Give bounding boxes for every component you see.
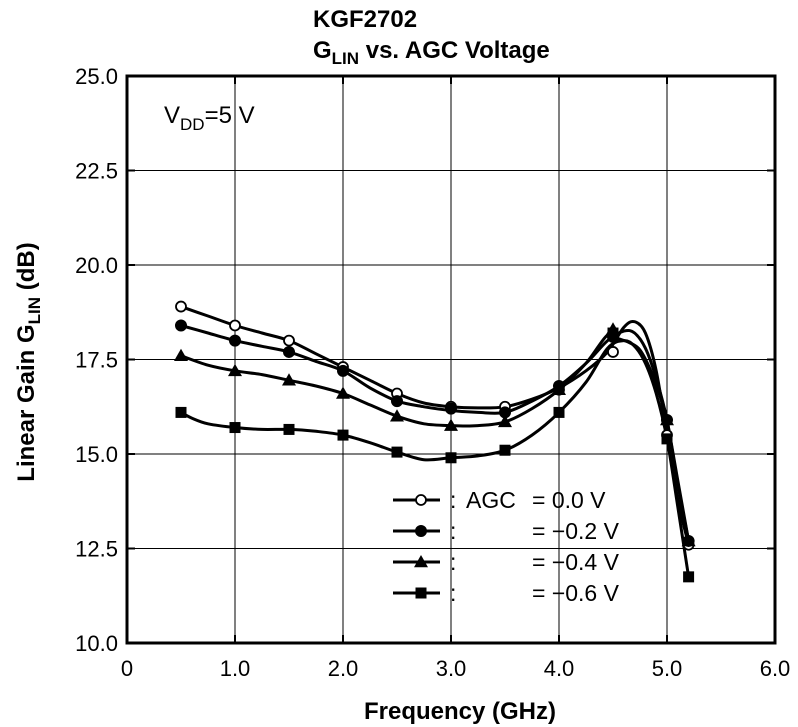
y-axis-label-sub: LIN: [25, 297, 44, 324]
legend-key: AGC: [466, 487, 516, 513]
series-1-point: [391, 395, 403, 408]
legend-prefix: :: [450, 518, 456, 544]
series-0-point: [229, 319, 241, 332]
series-2-point: [498, 414, 512, 428]
series-1-point: [445, 402, 457, 415]
x-tick-label: 3.0: [436, 656, 467, 681]
x-tick-label: 6.0: [760, 656, 791, 681]
series-2-point: [681, 533, 696, 547]
series-2-point: [174, 348, 188, 361]
series-3-point: [229, 422, 241, 434]
vdd-annotation-sub: DD: [180, 115, 205, 134]
legend-value: = −0.4 V: [532, 549, 620, 575]
series-3-point: [499, 444, 511, 456]
chart-subtitle: GLIN vs. AGC Voltage: [313, 37, 550, 68]
chart-subtitle-sub: LIN: [332, 49, 359, 68]
y-tick-label: 20.0: [75, 253, 118, 278]
chart-title: KGF2702: [313, 6, 417, 33]
series-2-point: [660, 412, 674, 426]
legend: : AGC = 0.0 V: = −0.2 V: = −0.4 V: = −0.6 V: [393, 487, 620, 606]
vdd-annotation: VDD=5 V: [164, 102, 255, 134]
series-2-point: [552, 382, 566, 395]
series-3-point: [607, 327, 619, 339]
x-tick-label: 5.0: [652, 656, 683, 681]
series-1-point: [283, 345, 295, 358]
y-tick-label: 15.0: [75, 442, 118, 467]
series-line-2: [180, 332, 691, 542]
series-3-point: [553, 406, 565, 418]
series-3-point: [661, 433, 673, 445]
series-markers: [174, 300, 696, 583]
series-3-point: [683, 571, 695, 583]
x-tick-label: 1.0: [220, 656, 251, 681]
vdd-annotation-rest: =5 V: [205, 102, 255, 129]
series-0-point: [283, 334, 295, 347]
series-3-point: [175, 406, 187, 418]
series-3-point: [337, 429, 349, 441]
axis-ticks: 0 1.0 2.0 3.0 4.0 5.0 6.0 10.0 12.5 15.0 17.5 20.0 2…: [75, 64, 790, 681]
chart-subtitle-rest: vs. AGC Voltage: [359, 37, 550, 64]
x-tick-label: 4.0: [544, 656, 575, 681]
series-2-point: [444, 418, 458, 431]
chart-subtitle-main: G: [313, 37, 332, 64]
y-axis-label-main: Linear Gain G: [13, 324, 40, 481]
series-3-point: [283, 423, 295, 435]
series-0-point: [175, 300, 187, 313]
y-tick-label: 12.5: [75, 537, 118, 562]
y-axis-label: Linear Gain GLIN (dB): [13, 242, 44, 481]
y-tick-label: 22.5: [75, 159, 118, 184]
x-axis-label: Frequency (GHz): [364, 698, 556, 725]
x-tick-label: 0: [121, 656, 133, 681]
legend-marker-1: [415, 525, 427, 537]
series-0-point: [607, 346, 619, 358]
legend-value: = −0.2 V: [532, 518, 620, 544]
series-1-point: [175, 319, 187, 332]
legend-marker-2: [414, 555, 428, 568]
legend-prefix: :: [450, 580, 456, 606]
legend-value: = 0.0 V: [532, 487, 606, 513]
series-2-point: [228, 363, 242, 377]
series-3-point: [445, 452, 457, 464]
legend-marker-3: [415, 587, 427, 599]
series-1-point: [337, 364, 349, 377]
legend-prefix: :: [450, 487, 456, 513]
series-2-point: [336, 386, 350, 399]
x-tick-label: 2.0: [328, 656, 359, 681]
series-3-point: [391, 446, 403, 458]
grid-lines: [127, 76, 775, 643]
series-2-point: [282, 373, 296, 386]
legend-prefix: :: [450, 549, 456, 575]
y-tick-label: 10.0: [75, 631, 118, 656]
y-axis-label-rest: (dB): [13, 242, 40, 297]
series-2-point: [390, 409, 404, 422]
y-tick-label: 25.0: [75, 64, 118, 89]
legend-value: = −0.6 V: [532, 580, 620, 606]
series-1-point: [229, 334, 241, 347]
y-tick-label: 17.5: [75, 348, 118, 373]
series-line-3: [180, 339, 691, 578]
vdd-annotation-main: V: [164, 102, 180, 129]
legend-marker-0: [415, 494, 427, 506]
